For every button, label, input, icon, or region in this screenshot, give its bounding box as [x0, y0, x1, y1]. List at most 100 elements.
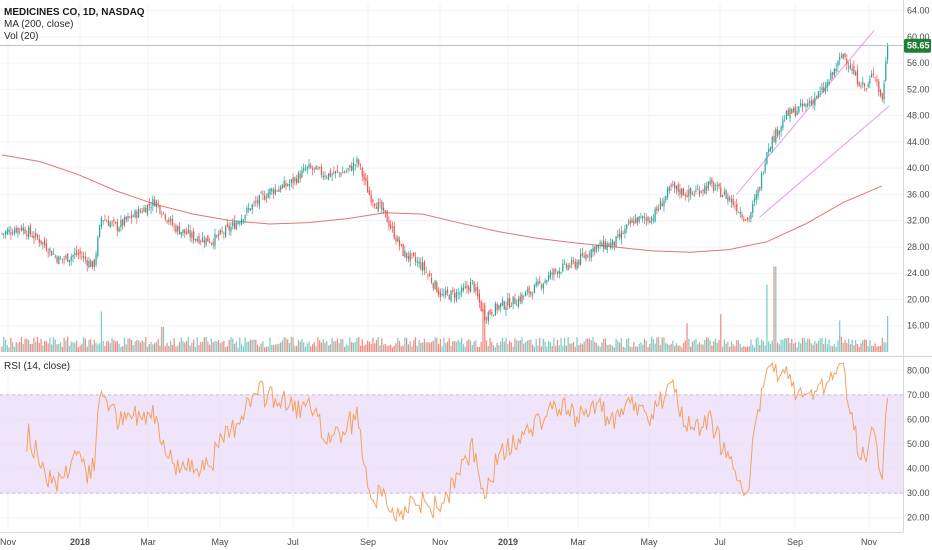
price-tick-label: 36.00: [907, 189, 930, 199]
candle-body: [461, 287, 463, 293]
volume-bar: [672, 340, 674, 352]
candle-body: [659, 200, 662, 210]
volume-bar: [448, 338, 450, 352]
price-tick-label: 60.00: [907, 32, 930, 42]
volume-bar: [757, 337, 759, 352]
candle-body: [672, 184, 674, 186]
rsi-line: [26, 361, 889, 523]
volume-bar: [709, 340, 711, 352]
volume-bar: [855, 339, 857, 352]
time-tick-label: Jul: [287, 537, 299, 547]
candle-body: [555, 269, 557, 271]
candle-body: [244, 215, 246, 220]
candle-body: [132, 216, 134, 218]
candle-body: [698, 190, 701, 196]
candle-body: [272, 189, 275, 194]
candle-body: [91, 260, 94, 268]
volume-bar: [633, 342, 635, 352]
candle-body: [219, 230, 221, 235]
volume-bar: [138, 340, 140, 352]
volume-bar: [276, 344, 278, 352]
candle-body: [205, 237, 207, 246]
volume-bar: [98, 343, 101, 352]
price-tick-label: 56.00: [907, 58, 930, 68]
trend-channel-layer[interactable]: [736, 29, 890, 218]
candle-body: [317, 168, 319, 170]
candle-body: [606, 243, 608, 251]
candle-body: [354, 164, 356, 166]
candle-body: [622, 233, 624, 234]
candle-body: [656, 207, 658, 211]
volume-bar: [684, 340, 686, 352]
volume-bar: [574, 346, 576, 352]
time-axis[interactable]: Nov 2018 Mar May Jul Sep Nov 2019 Mar May Jul Sep No…: [0, 537, 877, 547]
volume-bar: [675, 343, 678, 352]
moving-average-layer: [1, 154, 883, 253]
volume-bar: [104, 345, 106, 352]
candle-body: [86, 260, 88, 266]
volume-bar: [530, 339, 532, 352]
volume-legend[interactable]: Vol (20): [4, 31, 38, 42]
candle-body: [599, 242, 601, 245]
candle-body: [817, 91, 820, 98]
volume-bar: [343, 346, 346, 352]
symbol-title[interactable]: MEDICINES CO, 1D, NASDAQ: [4, 7, 145, 18]
candle-body: [558, 270, 560, 274]
candle-body: [679, 189, 681, 195]
volume-bar: [15, 342, 17, 352]
candle-body: [420, 262, 422, 270]
candle-body: [533, 284, 536, 294]
candle-body: [853, 66, 855, 75]
candle-body: [130, 214, 133, 219]
candle-body: [503, 301, 505, 309]
candle-body: [713, 182, 715, 191]
candle-body: [647, 217, 649, 221]
candle-body: [491, 311, 493, 315]
candle-body: [835, 68, 837, 72]
volume-bar: [631, 346, 633, 352]
rsi-legend[interactable]: RSI (14, close): [4, 361, 70, 372]
candle-body: [109, 222, 111, 227]
volume-bar: [752, 344, 754, 352]
price-axis[interactable]: 16.00 20.00 24.00 28.00 32.00 36.00 40.00 44.00…: [907, 6, 930, 331]
candle-body: [56, 256, 58, 263]
candle-body: [310, 165, 312, 168]
candle-body: [849, 64, 851, 70]
candle-body: [569, 265, 571, 268]
volume-bar: [214, 340, 216, 352]
candle-body: [766, 152, 768, 164]
candle-body: [382, 207, 385, 211]
volume-bar: [650, 336, 653, 352]
ma-legend[interactable]: MA (200, close): [4, 19, 73, 30]
candle-body: [264, 195, 266, 200]
volume-bar: [750, 339, 752, 352]
candle-body: [258, 195, 260, 206]
candle-body: [281, 185, 284, 189]
candle-body: [184, 229, 186, 234]
candle-body: [661, 203, 663, 207]
candle-body: [363, 174, 365, 180]
volume-bar: [727, 341, 729, 352]
candle-body: [727, 196, 729, 201]
rsi-axis[interactable]: 20.00 30.00 40.00 50.00 60.00 70.00 80.00: [907, 365, 930, 522]
candle-body: [583, 255, 585, 258]
candle-body: [517, 298, 520, 307]
volume-bar: [805, 341, 807, 352]
candle-body: [549, 272, 552, 278]
volume-bar: [294, 346, 296, 352]
volume-bar: [251, 339, 253, 352]
volume-bar: [661, 337, 663, 352]
candle-body: [335, 171, 337, 173]
candle-body: [422, 262, 424, 271]
candle-body: [26, 234, 28, 236]
volume-bar: [359, 345, 362, 352]
candle-body: [52, 253, 55, 255]
candle-body: [47, 252, 49, 254]
volume-bar: [540, 346, 543, 352]
candle-body: [571, 259, 573, 265]
volume-bar: [748, 346, 750, 352]
volume-bar: [776, 342, 779, 352]
volume-bar: [308, 341, 310, 352]
candle-body: [1, 233, 3, 235]
